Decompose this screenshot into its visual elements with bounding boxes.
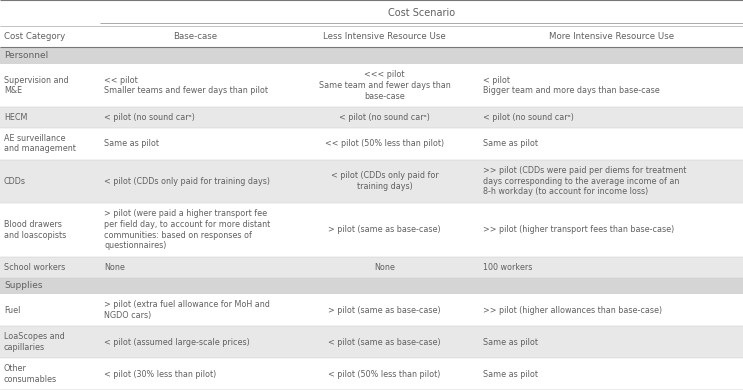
Text: Base-case: Base-case xyxy=(173,32,217,41)
Text: < pilot (no sound carᵃ): < pilot (no sound carᵃ) xyxy=(339,113,430,122)
Text: CDDs: CDDs xyxy=(4,177,26,186)
Bar xyxy=(0,107,743,128)
Text: Cost Category: Cost Category xyxy=(4,32,65,41)
Text: 100 workers: 100 workers xyxy=(483,263,533,272)
Bar xyxy=(0,257,743,278)
Text: < pilot (assumed large-scale prices): < pilot (assumed large-scale prices) xyxy=(104,338,250,347)
Bar xyxy=(0,160,743,203)
Text: Same as pilot: Same as pilot xyxy=(104,139,159,148)
Text: Blood drawers
and loascopists: Blood drawers and loascopists xyxy=(4,220,66,240)
Text: < pilot (no sound carᵃ): < pilot (no sound carᵃ) xyxy=(104,113,195,122)
Text: LoaScopes and
capillaries: LoaScopes and capillaries xyxy=(4,332,65,352)
Text: < pilot (30% less than pilot): < pilot (30% less than pilot) xyxy=(104,370,216,379)
Text: << pilot
Smaller teams and fewer days than pilot: << pilot Smaller teams and fewer days th… xyxy=(104,76,268,95)
Text: > pilot (extra fuel allowance for MoH and
NGDO cars): > pilot (extra fuel allowance for MoH an… xyxy=(104,300,270,320)
Text: << pilot (50% less than pilot): << pilot (50% less than pilot) xyxy=(325,139,444,148)
Text: None: None xyxy=(104,263,125,272)
Text: < pilot (no sound carᵃ): < pilot (no sound carᵃ) xyxy=(483,113,574,122)
Bar xyxy=(0,47,743,64)
Text: < pilot
Bigger team and more days than base-case: < pilot Bigger team and more days than b… xyxy=(483,76,660,95)
Text: HECM: HECM xyxy=(4,113,27,122)
Text: Cost Scenario: Cost Scenario xyxy=(388,8,455,18)
Text: Fuel: Fuel xyxy=(4,306,20,315)
Text: < pilot (CDDs only paid for training days): < pilot (CDDs only paid for training day… xyxy=(104,177,270,186)
Text: >> pilot (higher transport fees than base-case): >> pilot (higher transport fees than bas… xyxy=(483,225,675,234)
Text: Supplies: Supplies xyxy=(4,282,42,291)
Text: < pilot (50% less than pilot): < pilot (50% less than pilot) xyxy=(328,370,441,379)
Text: Same as pilot: Same as pilot xyxy=(483,338,538,347)
Bar xyxy=(0,278,743,294)
Text: Personnel: Personnel xyxy=(4,51,48,60)
Text: > pilot (same as base-case): > pilot (same as base-case) xyxy=(328,306,441,315)
Text: < pilot (CDDs only paid for
training days): < pilot (CDDs only paid for training day… xyxy=(331,171,438,191)
Text: <<< pilot
Same team and fewer days than
base-case: <<< pilot Same team and fewer days than … xyxy=(319,70,450,101)
Text: > pilot (were paid a higher transport fee
per field day, to account for more dis: > pilot (were paid a higher transport fe… xyxy=(104,209,270,250)
Text: More Intensive Resource Use: More Intensive Resource Use xyxy=(548,32,674,41)
Text: Same as pilot: Same as pilot xyxy=(483,370,538,379)
Text: >> pilot (CDDs were paid per diems for treatment
days corresponding to the avera: >> pilot (CDDs were paid per diems for t… xyxy=(483,166,687,196)
Text: Same as pilot: Same as pilot xyxy=(483,139,538,148)
Text: School workers: School workers xyxy=(4,263,65,272)
Text: AE surveillance
and management: AE surveillance and management xyxy=(4,134,76,154)
Text: < pilot (same as base-case): < pilot (same as base-case) xyxy=(328,338,441,347)
Text: > pilot (same as base-case): > pilot (same as base-case) xyxy=(328,225,441,234)
Text: None: None xyxy=(374,263,395,272)
Text: Other
consumables: Other consumables xyxy=(4,364,57,384)
Bar xyxy=(0,326,743,358)
Text: >> pilot (higher allowances than base-case): >> pilot (higher allowances than base-ca… xyxy=(483,306,662,315)
Text: Supervision and
M&E: Supervision and M&E xyxy=(4,76,68,95)
Text: Less Intensive Resource Use: Less Intensive Resource Use xyxy=(323,32,446,41)
